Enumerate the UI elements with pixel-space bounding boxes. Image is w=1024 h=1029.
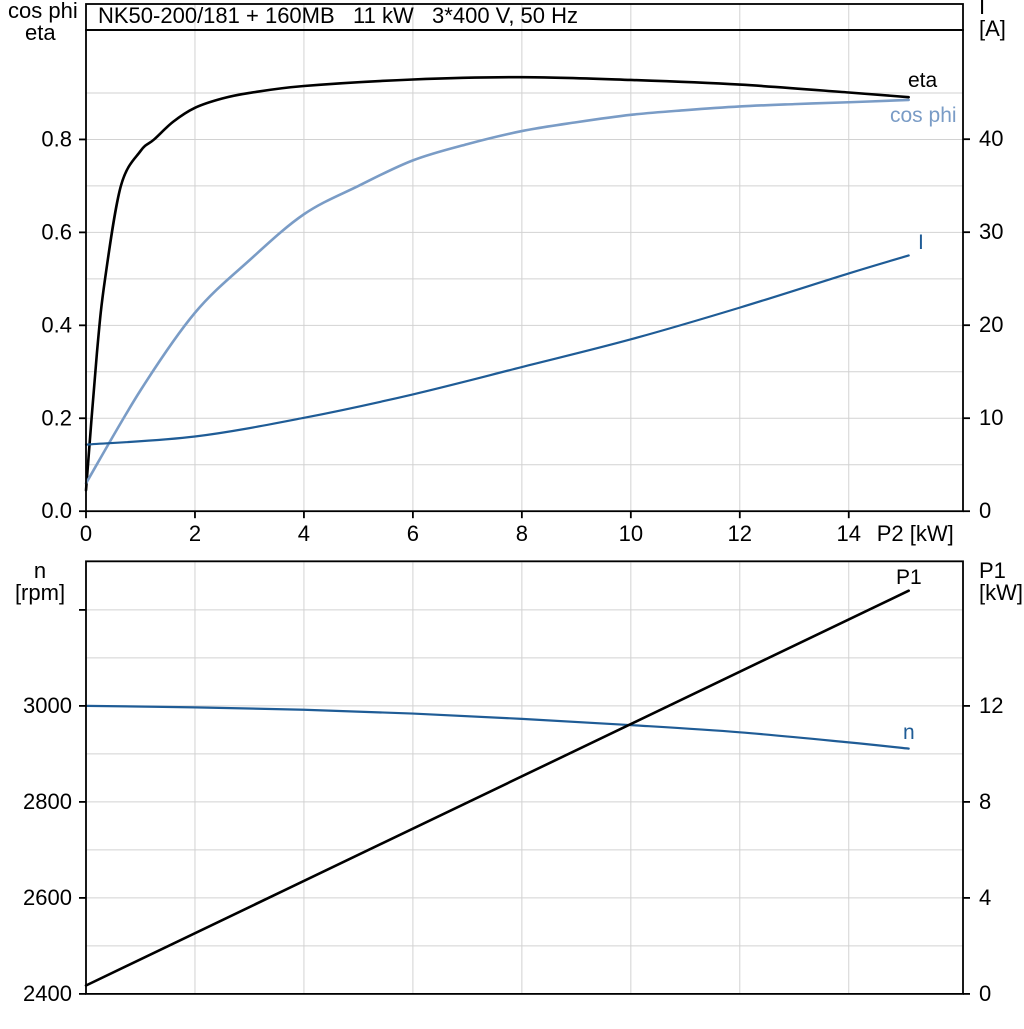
svg-text:eta: eta bbox=[25, 20, 56, 45]
svg-text:0.0: 0.0 bbox=[41, 498, 72, 523]
svg-text:8: 8 bbox=[979, 789, 991, 814]
svg-text:2800: 2800 bbox=[23, 789, 72, 814]
svg-text:0.2: 0.2 bbox=[41, 405, 72, 430]
svg-text:I: I bbox=[918, 231, 924, 254]
svg-text:4: 4 bbox=[979, 885, 991, 910]
svg-text:2600: 2600 bbox=[23, 885, 72, 910]
svg-text:0: 0 bbox=[80, 521, 92, 546]
svg-text:eta: eta bbox=[908, 69, 938, 92]
svg-text:12: 12 bbox=[728, 521, 752, 546]
svg-text:0.6: 0.6 bbox=[41, 219, 72, 244]
svg-text:3000: 3000 bbox=[23, 693, 72, 718]
svg-text:0: 0 bbox=[979, 498, 991, 523]
svg-text:10: 10 bbox=[619, 521, 643, 546]
svg-text:6: 6 bbox=[407, 521, 419, 546]
svg-text:0.8: 0.8 bbox=[41, 126, 72, 151]
svg-text:P2 [kW]: P2 [kW] bbox=[877, 521, 954, 546]
svg-text:cos phi: cos phi bbox=[890, 104, 957, 127]
svg-text:10: 10 bbox=[979, 405, 1003, 430]
svg-text:14: 14 bbox=[837, 521, 861, 546]
svg-text:4: 4 bbox=[298, 521, 310, 546]
svg-text:8: 8 bbox=[516, 521, 528, 546]
svg-text:P1: P1 bbox=[896, 566, 922, 589]
svg-text:12: 12 bbox=[979, 693, 1003, 718]
svg-text:n: n bbox=[903, 721, 915, 744]
svg-text:[rpm]: [rpm] bbox=[15, 580, 65, 605]
svg-text:0.4: 0.4 bbox=[41, 312, 72, 337]
svg-text:[A]: [A] bbox=[979, 16, 1006, 41]
svg-text:2400: 2400 bbox=[23, 981, 72, 1006]
svg-text:[kW]: [kW] bbox=[979, 580, 1023, 605]
svg-text:30: 30 bbox=[979, 219, 1003, 244]
svg-text:40: 40 bbox=[979, 126, 1003, 151]
svg-text:2: 2 bbox=[189, 521, 201, 546]
svg-text:NK50-200/181 + 160MB 11 kW: NK50-200/181 + 160MB 11 kW 3*400 V, 50 H… bbox=[98, 3, 578, 28]
svg-text:20: 20 bbox=[979, 312, 1003, 337]
svg-text:0: 0 bbox=[979, 981, 991, 1006]
